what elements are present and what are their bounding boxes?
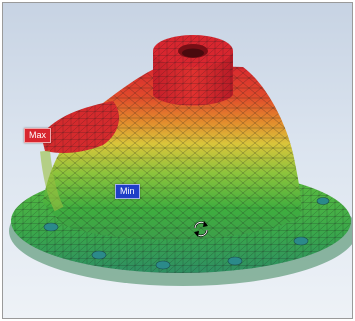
3d-viewport-frame[interactable]: Max Min <box>2 2 353 319</box>
top-boss <box>153 35 233 106</box>
min-probe-label[interactable]: Min <box>115 184 140 199</box>
fea-model-view[interactable] <box>3 3 352 318</box>
rotate-icon <box>193 221 209 237</box>
main-body <box>40 65 302 240</box>
max-probe-label[interactable]: Max <box>24 128 52 143</box>
